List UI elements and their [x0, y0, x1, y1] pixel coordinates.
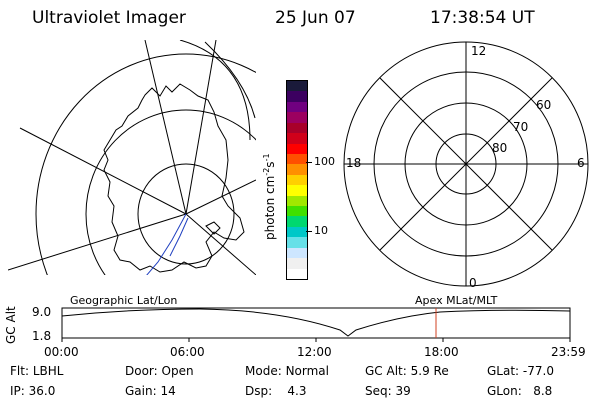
colorbar-segment — [287, 258, 307, 269]
app-title: Ultraviolet Imager — [32, 8, 186, 28]
colorbar-segment — [287, 80, 307, 92]
colorbar-segment — [287, 153, 307, 165]
colorbar-tick-label: 100 — [314, 155, 335, 169]
date-label: 25 Jun 07 — [275, 8, 356, 28]
status-door: Door: Open — [125, 364, 194, 378]
map-meridian-4 — [185, 213, 256, 275]
status-glon: GLon: 8.8 — [487, 384, 553, 398]
status-mode: Mode: Normal — [245, 364, 329, 378]
alt-xlabel-4: 23:59 — [551, 345, 586, 359]
map-meridian-6 — [185, 40, 217, 215]
map-lat-circle-inner — [137, 163, 235, 265]
colorbar-segment — [287, 122, 307, 134]
status-gc-alt: GC Alt: 5.9 Re — [365, 364, 449, 378]
status-flt: Flt: LBHL — [10, 364, 64, 378]
colorbar-segment — [287, 185, 307, 196]
map-lat-circle-mid — [85, 109, 256, 275]
colorbar-segment — [287, 164, 307, 175]
spacecraft-track — [146, 213, 187, 275]
status-dsp: Dsp: 4.3 — [245, 384, 307, 398]
status-seq: Seq: 39 — [365, 384, 411, 398]
map-lat-circle-far — [179, 40, 251, 141]
alt-xlabel-1: 06:00 — [170, 345, 205, 359]
colorbar-segment — [287, 91, 307, 102]
mlat-label-70: 70 — [513, 120, 529, 134]
colorbar-tick-mark — [306, 162, 312, 164]
alt-xlabel-3: 18:00 — [424, 345, 459, 359]
colorbar — [286, 80, 308, 280]
mlt-label-18: 18 — [346, 156, 362, 170]
alt-curve — [61, 308, 571, 337]
map-meridian-2 — [185, 179, 256, 215]
colorbar-segment — [287, 101, 307, 113]
polar-diag-2 — [379, 77, 553, 251]
mlt-label-12: 12 — [471, 44, 487, 58]
map-lat-circle-far2 — [204, 41, 256, 119]
colorbar-segment — [287, 133, 307, 144]
spacecraft-track-2 — [169, 217, 189, 257]
mlt-label-0: 0 — [469, 276, 477, 290]
map-meridian-3 — [8, 213, 187, 271]
colorbar-segment — [287, 247, 307, 259]
map-lat-circle-outer — [35, 53, 256, 275]
colorbar-segment — [287, 143, 307, 154]
apex-caption: Apex MLat/MLT — [415, 294, 498, 307]
alt-ytick-high: 9.0 — [32, 305, 52, 319]
mlt-label-6: 6 — [577, 156, 585, 170]
colorbar-segment — [287, 195, 307, 207]
colorbar-segment — [287, 226, 307, 238]
colorbar-segment — [287, 268, 307, 279]
alt-ytick-low: 1.8 — [32, 329, 52, 343]
colorbar-segment — [287, 206, 307, 217]
time-label: 17:38:54 UT — [430, 8, 535, 28]
colorbar-segment — [287, 174, 307, 186]
alt-xlabel-2: 12:00 — [297, 345, 332, 359]
mlat-label-60: 60 — [536, 98, 552, 112]
map-meridian-5 — [144, 40, 187, 215]
mlat-label-80: 80 — [492, 141, 508, 155]
status-ip: IP: 36.0 — [10, 384, 56, 398]
colorbar-segment — [287, 216, 307, 227]
colorbar-segment — [287, 237, 307, 248]
colorbar-tick-mark — [306, 231, 312, 233]
status-gain: Gain: 14 — [125, 384, 176, 398]
colorbar-tick-label: 10 — [314, 224, 328, 238]
status-glat: GLat: -77.0 — [487, 364, 554, 378]
map-meridian-1 — [19, 127, 187, 215]
coastline — [103, 83, 245, 273]
alt-xlabel-0: 00:00 — [44, 345, 79, 359]
colorbar-segment — [287, 112, 307, 123]
geo-caption: Geographic Lat/Lon — [70, 294, 178, 307]
coastline-island — [205, 221, 221, 235]
